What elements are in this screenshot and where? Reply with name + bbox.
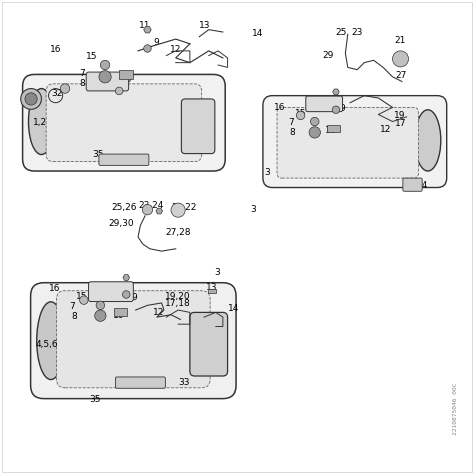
Text: 3: 3 [264, 168, 270, 177]
Circle shape [142, 204, 153, 215]
Text: 10: 10 [113, 311, 125, 320]
Circle shape [332, 106, 340, 114]
FancyBboxPatch shape [403, 178, 422, 191]
FancyBboxPatch shape [182, 99, 215, 154]
FancyBboxPatch shape [56, 291, 210, 388]
Bar [328, 125, 340, 132]
Text: 29,30: 29,30 [109, 219, 134, 228]
FancyBboxPatch shape [263, 96, 447, 188]
Circle shape [60, 84, 70, 93]
Text: 17,18: 17,18 [165, 300, 191, 309]
Bar [208, 289, 216, 293]
Text: 8: 8 [289, 128, 295, 137]
Text: 16: 16 [50, 45, 61, 54]
Circle shape [80, 296, 88, 304]
Text: 7: 7 [80, 69, 85, 78]
Text: 21,22: 21,22 [171, 203, 196, 212]
FancyBboxPatch shape [116, 377, 165, 388]
Text: 11: 11 [327, 103, 338, 112]
Circle shape [116, 87, 123, 95]
Text: 23,24: 23,24 [138, 201, 164, 210]
FancyBboxPatch shape [31, 283, 236, 399]
Text: 29: 29 [322, 51, 334, 60]
Text: 19,20: 19,20 [165, 292, 191, 301]
FancyBboxPatch shape [86, 72, 128, 91]
Polygon shape [156, 208, 163, 214]
Circle shape [171, 203, 185, 217]
Text: 35: 35 [92, 150, 104, 159]
Circle shape [310, 117, 319, 126]
Text: 3: 3 [251, 205, 256, 214]
Text: 11: 11 [121, 285, 133, 294]
Text: 12: 12 [170, 46, 182, 55]
Text: 13: 13 [199, 21, 211, 30]
Text: 10: 10 [120, 74, 132, 83]
Text: 34: 34 [417, 181, 428, 190]
FancyBboxPatch shape [89, 282, 133, 301]
Text: 9: 9 [132, 293, 137, 302]
Circle shape [122, 291, 130, 298]
Text: 25: 25 [335, 27, 346, 36]
Text: 7: 7 [288, 118, 293, 127]
Circle shape [100, 60, 110, 70]
Polygon shape [333, 89, 339, 95]
Text: 1,2: 1,2 [33, 118, 47, 128]
Text: 32: 32 [51, 89, 63, 98]
Text: 35: 35 [89, 395, 100, 404]
FancyBboxPatch shape [46, 84, 201, 162]
Text: 7: 7 [70, 302, 75, 311]
Circle shape [309, 127, 320, 138]
Text: 8: 8 [80, 79, 85, 88]
Text: 4,5,6: 4,5,6 [36, 340, 58, 349]
Text: 10: 10 [325, 127, 336, 136]
Circle shape [144, 45, 151, 52]
Text: 31: 31 [22, 94, 34, 103]
Text: 33: 33 [178, 378, 190, 387]
Circle shape [392, 51, 409, 67]
Text: 33: 33 [204, 130, 216, 139]
Text: 27,28: 27,28 [165, 228, 191, 237]
Text: 21: 21 [394, 36, 405, 45]
Ellipse shape [28, 89, 55, 155]
FancyBboxPatch shape [99, 154, 149, 165]
Text: 16: 16 [49, 284, 60, 293]
Polygon shape [123, 274, 129, 281]
Text: 23: 23 [352, 27, 363, 36]
Circle shape [21, 89, 41, 109]
Bar [114, 309, 127, 316]
FancyBboxPatch shape [277, 108, 419, 178]
Bar [119, 70, 133, 79]
Text: 12: 12 [153, 308, 164, 317]
Text: 14: 14 [228, 304, 239, 313]
Text: 19: 19 [394, 111, 405, 120]
Text: 11: 11 [139, 21, 151, 30]
Text: 15: 15 [76, 292, 88, 301]
Polygon shape [144, 27, 151, 33]
Text: 13: 13 [206, 283, 218, 292]
Text: 8: 8 [72, 312, 77, 321]
Circle shape [96, 301, 105, 310]
Ellipse shape [415, 110, 441, 171]
Circle shape [25, 93, 37, 105]
Text: 16: 16 [274, 103, 286, 112]
FancyBboxPatch shape [190, 312, 228, 376]
Text: 25,26: 25,26 [111, 203, 137, 212]
Text: 15: 15 [295, 109, 306, 118]
Circle shape [296, 111, 305, 119]
Text: 3: 3 [214, 268, 219, 277]
Text: 9: 9 [153, 38, 159, 47]
Text: 17: 17 [395, 119, 407, 128]
Circle shape [99, 71, 111, 83]
FancyBboxPatch shape [23, 74, 225, 171]
Text: 15: 15 [86, 52, 98, 61]
Text: 12: 12 [380, 125, 391, 134]
Text: 14: 14 [252, 29, 263, 38]
Ellipse shape [36, 302, 65, 380]
Circle shape [95, 310, 106, 321]
Text: 27: 27 [395, 71, 407, 80]
Text: 2210875046 00C: 2210875046 00C [454, 383, 458, 435]
Text: 9: 9 [340, 104, 346, 113]
FancyBboxPatch shape [306, 96, 343, 112]
